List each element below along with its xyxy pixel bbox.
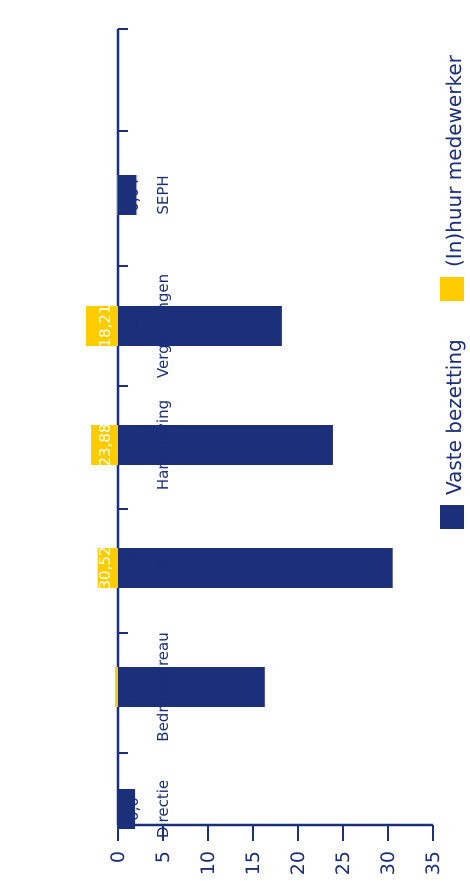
data-label-inhuur-medewerker: 2,26 <box>124 551 142 584</box>
data-label-inhuur-medewerker: 2,99 <box>124 428 142 461</box>
y-tick-label: 10 <box>197 851 219 875</box>
category-label: Vergunningen <box>154 274 172 378</box>
legend-label-inhuur-medewerker: (In)huur medewerker <box>442 54 466 267</box>
y-tick-label: 35 <box>422 851 444 875</box>
y-tick-label: 25 <box>332 851 354 875</box>
bar-vaste-bezetting <box>118 548 393 588</box>
bar-vaste-bezetting <box>118 667 265 707</box>
bar-vaste-bezetting <box>118 306 282 346</box>
data-label-inhuur-medewerker: 3,55 <box>124 309 142 342</box>
y-tick-label: 30 <box>377 851 399 875</box>
bar-inhuur-medewerker <box>97 548 119 588</box>
category-label: Directie <box>154 780 172 838</box>
data-label-vaste-bezetting: 2,05 <box>96 178 114 211</box>
bar-vaste-bezetting <box>118 789 136 829</box>
category-label: Bedrijfsbureau <box>154 632 172 741</box>
y-tick-label: 20 <box>287 851 309 875</box>
data-label-vaste-bezetting: 18,21 <box>96 305 114 348</box>
y-tick-label: 0 <box>107 851 129 863</box>
category-label: Handhaving <box>154 400 172 490</box>
data-label-vaste-bezetting: 30,52 <box>96 547 114 590</box>
y-tick-label: 5 <box>152 851 174 863</box>
data-label-inhuur-medewerker: 0,0 <box>124 797 142 821</box>
data-label-vaste-bezetting: 1,90 <box>96 792 114 825</box>
y-tick-label: 15 <box>242 851 264 875</box>
bar-inhuur-medewerker <box>86 306 119 346</box>
data-label-vaste-bezetting: 16,31 <box>96 666 114 709</box>
bar-inhuur-medewerker <box>115 667 118 707</box>
data-label-inhuur-medewerker: 0,04 <box>124 178 142 211</box>
legend-swatch-vaste-bezetting <box>440 505 464 529</box>
bar-vaste-bezetting <box>118 425 333 465</box>
data-label-inhuur-medewerker: 0,33 <box>124 670 142 703</box>
legend-label-vaste-bezetting: Vaste bezetting <box>442 339 466 495</box>
bar-vaste-bezetting <box>118 175 137 215</box>
data-label-vaste-bezetting: 23,88 <box>96 424 114 467</box>
category-label: TABC <box>154 549 172 589</box>
bar-inhuur-medewerker <box>91 425 118 465</box>
category-label: SEPH <box>154 175 172 214</box>
legend-swatch-inhuur-medewerker <box>440 277 464 301</box>
